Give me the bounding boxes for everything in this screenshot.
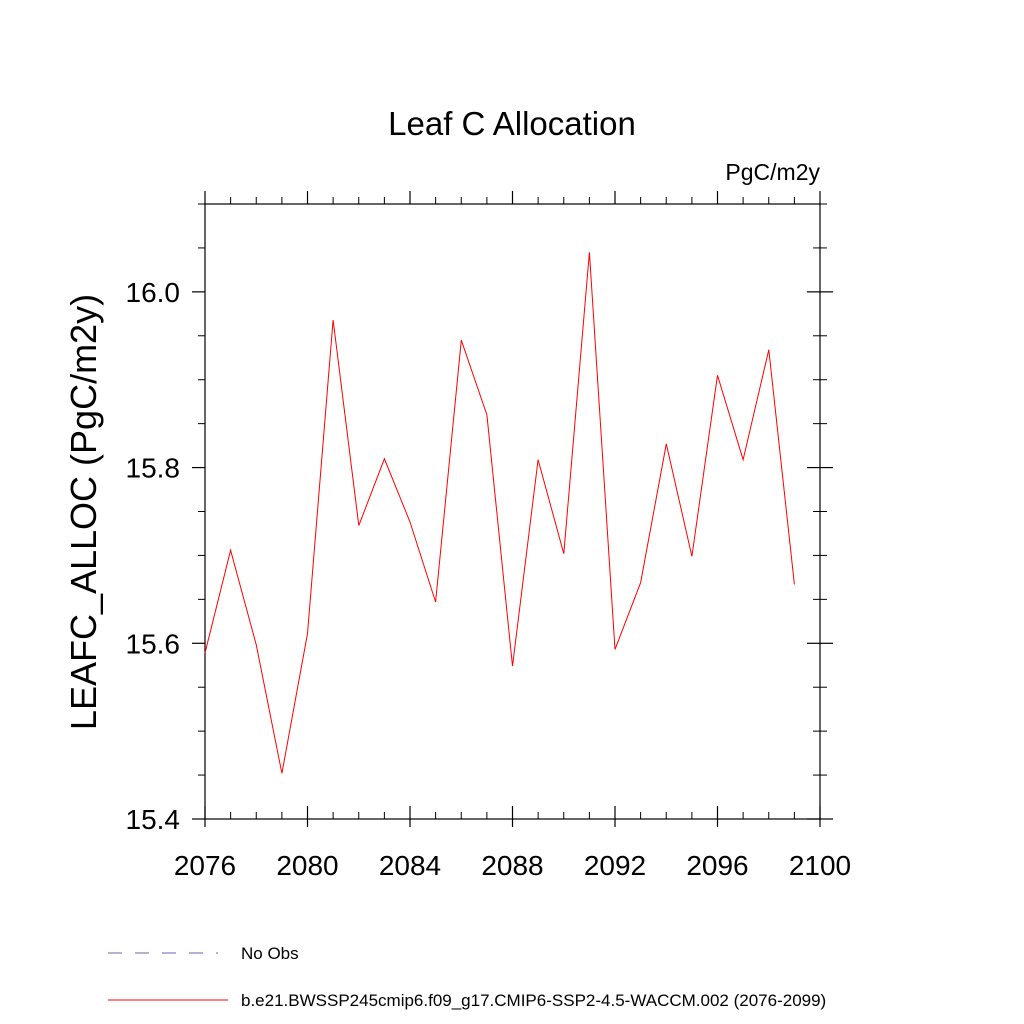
data-point bbox=[384, 458, 385, 459]
plot-frame bbox=[204, 203, 821, 820]
data-point bbox=[486, 414, 487, 415]
data-point bbox=[512, 666, 513, 667]
data-point bbox=[256, 644, 257, 645]
data-point bbox=[691, 556, 692, 557]
x-tick-label: 2096 bbox=[686, 850, 748, 881]
data-point bbox=[743, 459, 744, 460]
data-point bbox=[307, 633, 308, 634]
data-point bbox=[717, 375, 718, 376]
data-point bbox=[614, 649, 615, 650]
data-point bbox=[461, 340, 462, 341]
data-point bbox=[563, 553, 564, 554]
series-layer bbox=[204, 252, 795, 774]
data-point bbox=[409, 521, 410, 522]
legend-label-model-run: b.e21.BWSSP245cmip6.f09_g17.CMIP6-SSP2-4… bbox=[241, 991, 826, 1010]
legend-label-no-obs: No Obs bbox=[241, 944, 299, 963]
data-point bbox=[281, 773, 282, 774]
x-tick-label: 2080 bbox=[276, 850, 338, 881]
data-point bbox=[666, 443, 667, 444]
data-point bbox=[538, 459, 539, 460]
data-point bbox=[230, 550, 231, 551]
x-tick-label: 2084 bbox=[379, 850, 441, 881]
y-tick-label: 16.0 bbox=[126, 277, 181, 308]
data-point bbox=[589, 252, 590, 253]
data-point bbox=[794, 584, 795, 585]
data-point bbox=[435, 601, 436, 602]
x-tick-label: 2092 bbox=[584, 850, 646, 881]
x-tick-label: 2088 bbox=[481, 850, 543, 881]
data-point bbox=[358, 525, 359, 526]
x-tick-label: 2100 bbox=[789, 850, 851, 881]
units-label: PgC/m2y bbox=[725, 159, 820, 185]
data-point bbox=[204, 652, 205, 653]
legend: No Obs b.e21.BWSSP245cmip6.f09_g17.CMIP6… bbox=[108, 944, 826, 1010]
y-axis-label: LEAFC_ALLOC (PgC/m2y) bbox=[63, 294, 104, 730]
x-tick-label: 2076 bbox=[174, 850, 236, 881]
series-line-0 bbox=[204, 252, 795, 774]
axis-ticks bbox=[192, 191, 833, 827]
axis-tick-labels: 2076 2080 2084 2088 2092 2096 2100 15.4 15.6 15.8… bbox=[126, 277, 852, 881]
data-point bbox=[768, 349, 769, 350]
chart-title: Leaf C Allocation bbox=[388, 105, 636, 142]
data-point bbox=[333, 319, 334, 320]
data-point bbox=[640, 582, 641, 583]
y-tick-label: 15.4 bbox=[126, 804, 181, 835]
y-tick-label: 15.6 bbox=[126, 628, 181, 659]
y-tick-label: 15.8 bbox=[126, 453, 181, 484]
